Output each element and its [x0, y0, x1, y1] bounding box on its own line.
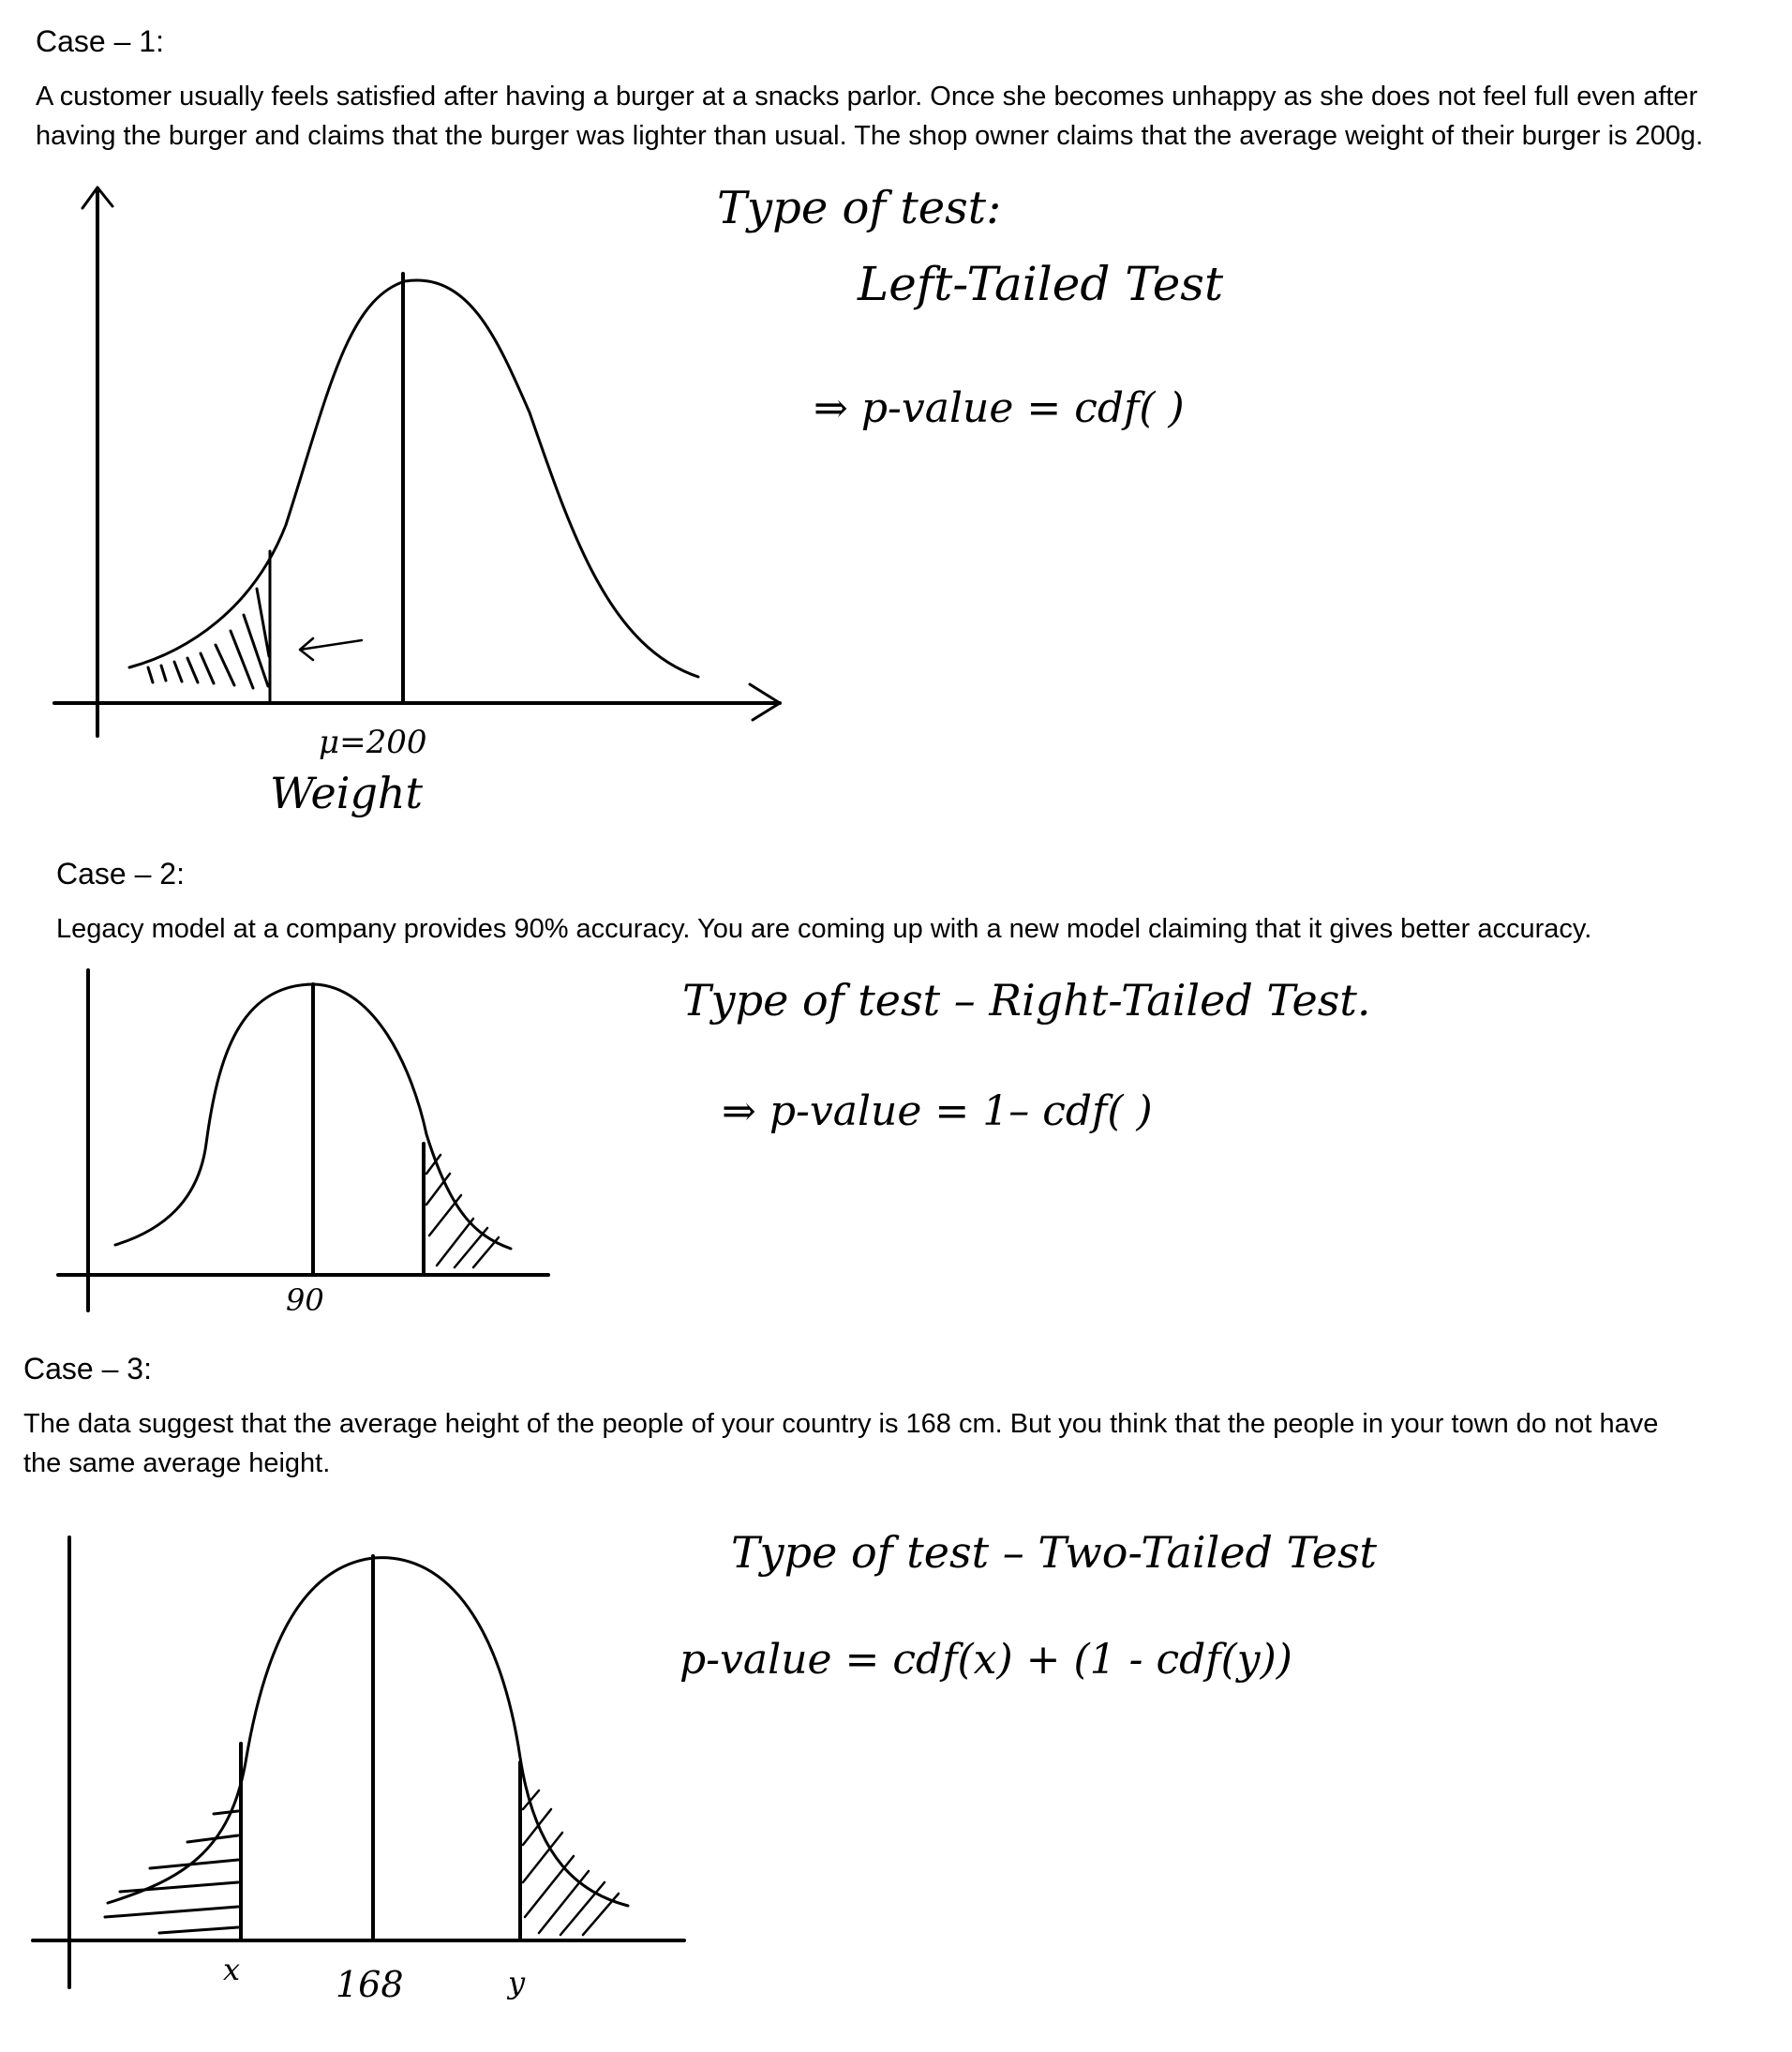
case2-right-tail-hatch: [425, 1153, 500, 1269]
case3-right-tail-hatch: [521, 1789, 620, 1937]
case3-bell-curve: [106, 1556, 630, 1908]
case1-axis-label: Weight: [270, 768, 424, 818]
case2-description: Legacy model at a company provides 90% a…: [56, 914, 1592, 944]
case1-title: Case – 1:: [36, 24, 164, 58]
case2-note-type: Type of test – Right-Tailed Test.: [682, 975, 1370, 1026]
case1-diagram: μ=200 Weight Type of test: Left-Tailed T…: [52, 182, 1224, 818]
case1-x-axis-arrowhead: [748, 682, 782, 722]
case3-description: The data suggest that the average height…: [23, 1409, 1659, 1478]
case2-mean-label: 90: [286, 1282, 324, 1318]
case2-title: Case – 2:: [56, 857, 185, 891]
case2-diagram: 90 Type of test – Right-Tailed Test. ⇒ p…: [56, 968, 1370, 1318]
case3-y-label: y: [506, 1965, 526, 2000]
case1-note-formula: ⇒ p-value = cdf( ): [814, 384, 1185, 432]
case1-note-test: Left-Tailed Test: [857, 257, 1224, 311]
case1-bell-curve: [127, 278, 700, 679]
case3-note-formula: p-value = cdf(x) + (1 - cdf(y)): [679, 1636, 1292, 1684]
case1-note-type: Type of test:: [717, 182, 1001, 234]
case1-description: A customer usually feels satisfied after…: [36, 82, 1704, 151]
case3-mean-label: 168: [336, 1964, 404, 2005]
case2-note-formula: ⇒ p-value = 1– cdf( ): [722, 1087, 1153, 1135]
case1-left-tail-hatch: [146, 587, 271, 690]
case3-title: Case – 3:: [23, 1352, 152, 1385]
case3-diagram: x 168 y Type of test – Two-Tailed Test p…: [31, 1527, 1378, 2005]
case1-y-axis-arrowhead: [81, 186, 114, 210]
case3-left-tail-hatch: [103, 1809, 240, 1935]
case3-x-label: x: [223, 1952, 240, 1987]
case1-mu-label: μ=200: [319, 724, 426, 761]
case1-left-arrow-icon: [298, 637, 364, 662]
case3-note-type: Type of test – Two-Tailed Test: [731, 1527, 1378, 1578]
